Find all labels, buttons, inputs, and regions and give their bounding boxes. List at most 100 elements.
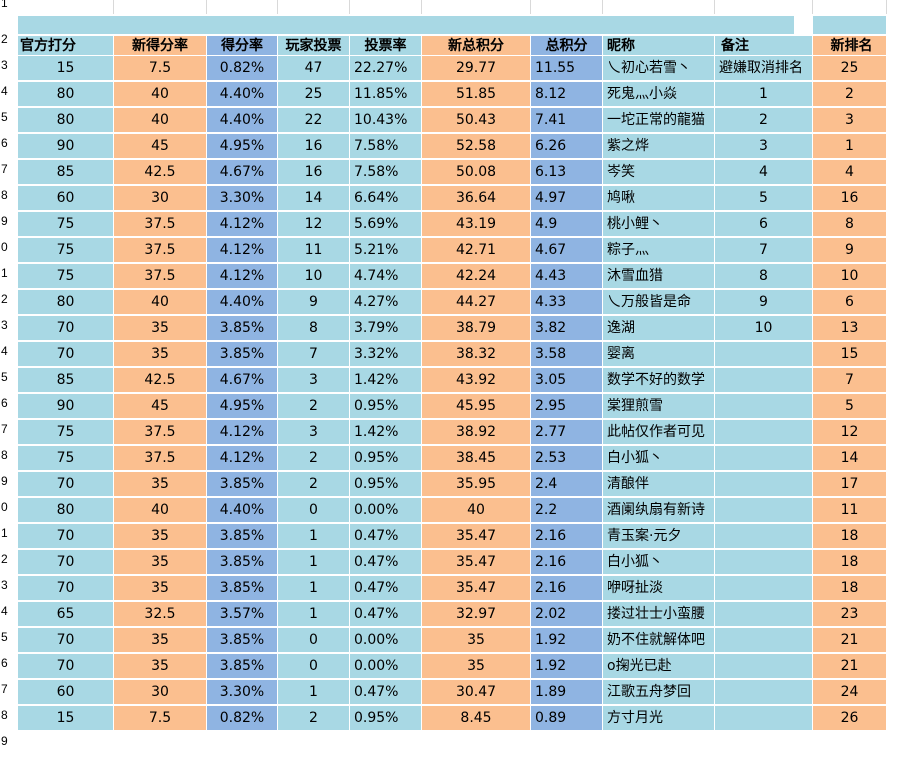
- row-header[interactable]: 6: [1, 656, 8, 670]
- cell-total[interactable]: 6.26: [531, 134, 603, 159]
- cell-new-rate[interactable]: 40: [114, 290, 207, 315]
- cell-nickname[interactable]: 死鬼灬小焱: [603, 82, 715, 107]
- cell-note[interactable]: [715, 446, 813, 471]
- cell-official[interactable]: 90: [18, 134, 114, 159]
- header-new-rate[interactable]: 新得分率: [114, 36, 207, 56]
- cell-vote-rate[interactable]: 0.00%: [350, 498, 422, 523]
- cell-vote-rate[interactable]: 0.95%: [350, 394, 422, 419]
- cell-new-total[interactable]: 35.47: [422, 576, 531, 601]
- cell-official[interactable]: 80: [18, 108, 114, 133]
- row-header[interactable]: 1: [1, 526, 8, 540]
- row-header[interactable]: 0: [1, 500, 8, 514]
- cell-note[interactable]: 9: [715, 290, 813, 315]
- cell-new-rank[interactable]: 13: [813, 316, 887, 341]
- cell-votes[interactable]: 0: [278, 498, 350, 523]
- cell-nickname[interactable]: 一坨正常的龍猫: [603, 108, 715, 133]
- cell-vote-rate[interactable]: 0.95%: [350, 446, 422, 471]
- cell-vote-rate[interactable]: 1.42%: [350, 420, 422, 445]
- row-header[interactable]: 9: [1, 214, 8, 228]
- cell-vote-rate[interactable]: 0.00%: [350, 628, 422, 653]
- cell-total[interactable]: 4.67: [531, 238, 603, 263]
- cell-new-rate[interactable]: 37.5: [114, 238, 207, 263]
- cell-rate[interactable]: 3.85%: [207, 654, 278, 679]
- cell-new-rank[interactable]: 14: [813, 446, 887, 471]
- cell-votes[interactable]: 0: [278, 654, 350, 679]
- cell-rate[interactable]: 4.67%: [207, 160, 278, 185]
- cell-official[interactable]: 70: [18, 550, 114, 575]
- cell-new-total[interactable]: 50.08: [422, 160, 531, 185]
- cell-new-total[interactable]: 35.47: [422, 550, 531, 575]
- cell-new-rate[interactable]: 35: [114, 654, 207, 679]
- cell-rate[interactable]: 3.30%: [207, 186, 278, 211]
- cell-total[interactable]: 1.92: [531, 628, 603, 653]
- cell-rate[interactable]: 0.82%: [207, 56, 278, 81]
- cell-new-rate[interactable]: 45: [114, 394, 207, 419]
- row-header[interactable]: 9: [1, 474, 8, 488]
- row-header[interactable]: 3: [1, 58, 8, 72]
- cell-official[interactable]: 90: [18, 394, 114, 419]
- cell-votes[interactable]: 1: [278, 602, 350, 627]
- cell-votes[interactable]: 12: [278, 212, 350, 237]
- cell-new-rate[interactable]: 45: [114, 134, 207, 159]
- cell-total[interactable]: 2.16: [531, 550, 603, 575]
- cell-votes[interactable]: 22: [278, 108, 350, 133]
- header-new-total[interactable]: 新总积分: [422, 36, 531, 56]
- cell-new-total[interactable]: 8.45: [422, 706, 531, 731]
- header-votes[interactable]: 玩家投票: [278, 36, 350, 56]
- row-header[interactable]: 7: [1, 162, 8, 176]
- cell-note[interactable]: [715, 602, 813, 627]
- cell-new-rank[interactable]: 21: [813, 628, 887, 653]
- cell-new-total[interactable]: 52.58: [422, 134, 531, 159]
- cell-new-total[interactable]: 45.95: [422, 394, 531, 419]
- cell-note[interactable]: [715, 576, 813, 601]
- cell-vote-rate[interactable]: 0.00%: [350, 654, 422, 679]
- cell-official[interactable]: 75: [18, 446, 114, 471]
- cell-votes[interactable]: 3: [278, 368, 350, 393]
- cell-new-rank[interactable]: 8: [813, 212, 887, 237]
- cell-new-total[interactable]: 35: [422, 628, 531, 653]
- cell-new-total[interactable]: 35.95: [422, 472, 531, 497]
- cell-official[interactable]: 75: [18, 238, 114, 263]
- cell-official[interactable]: 85: [18, 368, 114, 393]
- cell-new-rate[interactable]: 35: [114, 524, 207, 549]
- cell-note[interactable]: [715, 628, 813, 653]
- cell-new-total[interactable]: 35: [422, 654, 531, 679]
- cell-new-rate[interactable]: 35: [114, 316, 207, 341]
- cell-rate[interactable]: 4.12%: [207, 446, 278, 471]
- cell-total[interactable]: 1.92: [531, 654, 603, 679]
- cell-total[interactable]: 2.02: [531, 602, 603, 627]
- cell-votes[interactable]: 11: [278, 238, 350, 263]
- cell-rate[interactable]: 4.12%: [207, 264, 278, 289]
- row-header[interactable]: 5: [1, 110, 8, 124]
- cell-note[interactable]: [715, 706, 813, 731]
- cell-nickname[interactable]: 酒阑纨扇有新诗: [603, 498, 715, 523]
- cell-new-rate[interactable]: 35: [114, 342, 207, 367]
- cell-new-rank[interactable]: 17: [813, 472, 887, 497]
- cell-total[interactable]: 2.4: [531, 472, 603, 497]
- cell-vote-rate[interactable]: 11.85%: [350, 82, 422, 107]
- cell-vote-rate[interactable]: 0.47%: [350, 550, 422, 575]
- cell-new-rate[interactable]: 35: [114, 472, 207, 497]
- cell-official[interactable]: 75: [18, 212, 114, 237]
- cell-new-total[interactable]: 29.77: [422, 56, 531, 81]
- cell-note[interactable]: [715, 394, 813, 419]
- cell-new-rate[interactable]: 30: [114, 186, 207, 211]
- cell-vote-rate[interactable]: 10.43%: [350, 108, 422, 133]
- cell-vote-rate[interactable]: 4.74%: [350, 264, 422, 289]
- cell-official[interactable]: 70: [18, 524, 114, 549]
- cell-new-rank[interactable]: 1: [813, 134, 887, 159]
- cell-nickname[interactable]: 白小狐丶: [603, 446, 715, 471]
- cell-rate[interactable]: 3.85%: [207, 576, 278, 601]
- cell-note[interactable]: 2: [715, 108, 813, 133]
- row-header[interactable]: 2: [1, 32, 8, 46]
- cell-new-total[interactable]: 42.71: [422, 238, 531, 263]
- cell-nickname[interactable]: 粽子灬: [603, 238, 715, 263]
- cell-votes[interactable]: 2: [278, 706, 350, 731]
- cell-new-rate[interactable]: 42.5: [114, 368, 207, 393]
- cell-official[interactable]: 60: [18, 680, 114, 705]
- cell-new-rank[interactable]: 5: [813, 394, 887, 419]
- cell-new-rate[interactable]: 40: [114, 82, 207, 107]
- row-header[interactable]: 0: [1, 240, 8, 254]
- cell-new-rank[interactable]: 24: [813, 680, 887, 705]
- cell-new-rank[interactable]: 21: [813, 654, 887, 679]
